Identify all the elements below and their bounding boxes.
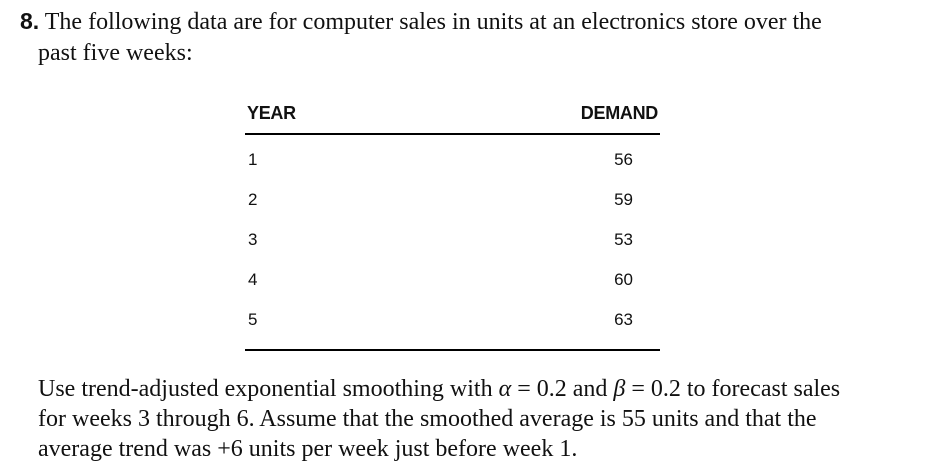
problem-instructions: Use trend-adjusted exponential smoothing… <box>38 374 918 464</box>
alpha-symbol: α <box>498 376 512 402</box>
column-header-demand: DEMAND <box>580 103 659 123</box>
intro-line-2: past five weeks: <box>38 40 193 66</box>
table-row: 4 60 <box>245 261 660 301</box>
instructions-line-2: for weeks 3 through 6. Assume that the s… <box>38 406 817 432</box>
demand-cell: 56 <box>614 150 633 169</box>
table-row: 2 59 <box>245 181 660 221</box>
intro-line-1: The following data are for computer sale… <box>44 9 822 35</box>
demand-cell: 53 <box>614 230 633 249</box>
table-header-row: YEAR DEMAND <box>245 100 660 135</box>
table-row: 5 63 <box>245 301 660 341</box>
table-row: 1 56 <box>245 141 660 181</box>
table-row: 3 53 <box>245 221 660 261</box>
column-header-year: YEAR <box>247 103 296 123</box>
year-cell: 3 <box>248 230 258 249</box>
beta-symbol: β <box>613 376 626 402</box>
demand-table: YEAR DEMAND 1 56 2 59 3 53 4 60 5 63 <box>245 100 660 351</box>
demand-cell: 63 <box>614 310 633 329</box>
demand-cell: 59 <box>614 190 633 209</box>
year-cell: 1 <box>248 150 258 169</box>
year-cell: 2 <box>248 190 258 209</box>
instructions-line-3: average trend was +6 units per week just… <box>38 436 578 462</box>
year-cell: 5 <box>248 310 258 329</box>
instructions-line-1-text-c: = 0.2 to forecast sales <box>625 376 841 402</box>
instructions-line-1-text-b: = 0.2 and <box>511 376 614 402</box>
problem-number: 8. <box>20 8 40 34</box>
instructions-line-1-text-a: Use trend-adjusted exponential smoothing… <box>38 376 499 402</box>
problem-statement-intro: 8. The following data are for computer s… <box>20 6 920 69</box>
year-cell: 4 <box>248 270 258 289</box>
table-body: 1 56 2 59 3 53 4 60 5 63 <box>245 135 660 351</box>
instructions-line-1: Use trend-adjusted exponential smoothing… <box>38 374 918 404</box>
demand-cell: 60 <box>614 270 633 289</box>
